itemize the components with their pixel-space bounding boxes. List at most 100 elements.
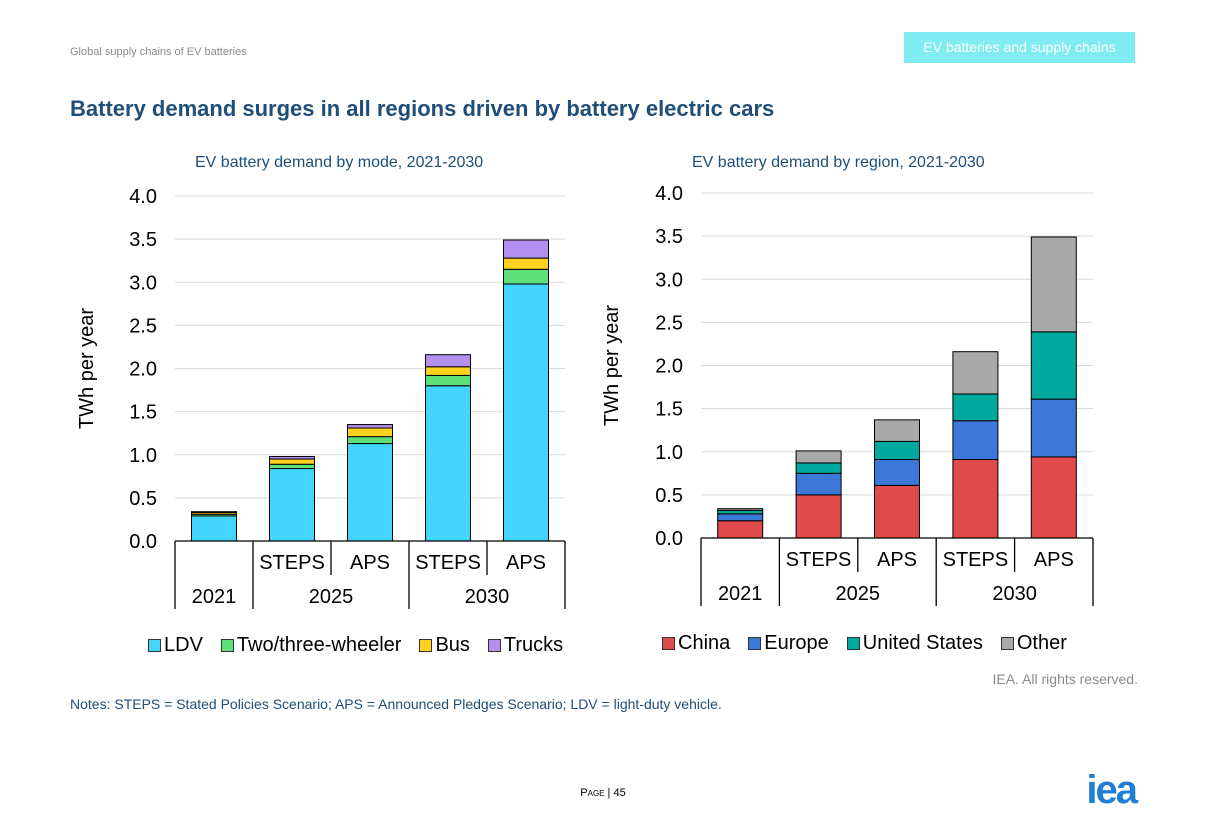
legend-label: United States	[862, 632, 983, 654]
bar-segment-two-three-wheeler	[425, 374, 471, 387]
y-axis-label: TWh per year	[76, 308, 98, 429]
bar-segment-bus	[503, 257, 549, 270]
bar-segment-trucks	[425, 354, 471, 368]
bar-segment-europe	[874, 459, 920, 486]
y-tick-label: 2.5	[655, 312, 683, 334]
iea-logo[interactable]: iea	[1086, 768, 1138, 812]
bar-segment-united-states	[952, 393, 999, 422]
page-number: Page | 45	[580, 787, 626, 799]
chart-title: EV battery demand by mode, 2021-2030	[195, 154, 483, 171]
x-category-label: STEPS	[943, 549, 1009, 571]
bar-segment-other	[1030, 236, 1077, 333]
page-title: Battery demand surges in all regions dri…	[70, 96, 775, 121]
rights-notice: IEA. All rights reserved.	[992, 671, 1138, 687]
legend-swatch	[487, 639, 501, 652]
bar-segment-united-states	[717, 509, 764, 515]
bar-segment-two-three-wheeler	[503, 268, 549, 285]
y-axis-label: TWh per year	[603, 305, 623, 426]
y-tick-label: 1.0	[655, 442, 683, 464]
x-category-label: APS	[1034, 549, 1074, 571]
y-tick-label: 3.0	[129, 272, 157, 294]
y-tick-label: 0.0	[655, 528, 683, 550]
legend-swatch	[419, 639, 433, 652]
legend-item: LDV	[148, 634, 203, 657]
notes: Notes: STEPS = Stated Policies Scenario;…	[70, 696, 722, 712]
bar-segment-europe	[1030, 398, 1077, 458]
bar-segment-china	[1030, 456, 1077, 539]
bar-segment-other	[874, 419, 920, 442]
x-category-label: APS	[877, 549, 917, 571]
legend-swatch	[748, 637, 762, 650]
bar-segment-trucks	[503, 239, 549, 259]
x-category-label: STEPS	[415, 552, 481, 574]
legend-label: Europe	[764, 632, 829, 654]
bar-segment-other	[717, 508, 764, 511]
legend-item: Other	[1000, 632, 1067, 655]
legend-label: Two/three-wheeler	[236, 634, 402, 656]
y-tick-label: 3.0	[655, 269, 683, 291]
bar-segment-ldv	[425, 385, 471, 542]
bar-segment-two-three-wheeler	[347, 436, 393, 445]
x-group-label: 2030	[465, 586, 510, 608]
x-category-label: STEPS	[786, 549, 852, 571]
chart-title: EV battery demand by region, 2021-2030	[692, 154, 985, 171]
bar-segment-china	[952, 459, 999, 539]
legend-swatch	[1000, 637, 1014, 650]
bar-segment-china	[795, 494, 842, 539]
legend-label: China	[678, 632, 731, 654]
bar-segment-ldv	[269, 468, 315, 542]
legend-swatch	[846, 637, 860, 650]
bar-segment-united-states	[1030, 331, 1077, 400]
legend-by-region: China Europe United States Other	[662, 632, 1085, 655]
y-tick-label: 2.5	[129, 315, 157, 337]
chart-by-mode: EV battery demand by mode, 2021-2030 TWh …	[76, 154, 566, 609]
bar-segment-ldv	[347, 443, 393, 542]
bar-segment-ldv	[503, 283, 549, 542]
bar-segment-bus	[347, 427, 393, 438]
bar-segment-bus	[269, 458, 315, 465]
y-tick-label: 4.0	[129, 186, 157, 208]
bar-segment-bus	[425, 366, 471, 376]
x-category-label: APS	[350, 552, 390, 574]
page-number-value: 45	[613, 787, 626, 799]
legend-swatch	[220, 639, 234, 652]
legend-item: China	[662, 632, 730, 655]
bar-segment-europe	[717, 513, 764, 522]
x-group-label: 2025	[309, 586, 354, 608]
y-tick-label: 0.0	[129, 531, 157, 553]
x-group-label: 2025	[836, 583, 881, 605]
x-group-label: 2021	[192, 586, 237, 608]
legend-label: Other	[1016, 632, 1067, 654]
section-badge[interactable]: EV batteries and supply chains	[904, 32, 1135, 63]
legend-label: LDV	[164, 634, 203, 656]
x-group-label: 2021	[718, 583, 763, 605]
y-tick-label: 2.0	[129, 359, 157, 381]
bar-segment-united-states	[795, 462, 842, 474]
y-tick-label: 1.5	[655, 399, 683, 421]
bar-segment-trucks	[269, 455, 315, 460]
y-tick-label: 1.0	[129, 445, 157, 467]
legend-swatch	[148, 639, 161, 652]
bar-segment-china	[874, 484, 920, 539]
y-tick-label: 3.5	[129, 229, 157, 251]
y-tick-label: 2.0	[655, 356, 683, 378]
bar-segment-europe	[795, 472, 842, 496]
y-tick-label: 0.5	[129, 488, 157, 510]
bar-segment-other	[795, 450, 842, 464]
x-group-label: 2030	[992, 583, 1037, 605]
legend-label: Bus	[435, 634, 470, 656]
y-tick-label: 4.0	[655, 183, 683, 205]
legend-item: Trucks	[487, 634, 563, 657]
bar-segment-europe	[952, 420, 999, 461]
section-label: Global supply chains of EV batteries	[70, 46, 247, 58]
bar-segment-united-states	[874, 440, 920, 461]
legend-item: Europe	[748, 632, 829, 655]
legend-swatch	[662, 637, 675, 650]
bar-segment-two-three-wheeler	[269, 463, 315, 470]
x-category-label: STEPS	[259, 552, 325, 574]
bar-segment-trucks	[191, 511, 237, 514]
legend-item: Bus	[419, 634, 470, 657]
y-tick-label: 0.5	[655, 485, 683, 507]
chart-by-region: EV battery demand by region, 2021-2030 TW…	[603, 154, 1094, 606]
bar-segment-ldv	[191, 515, 237, 542]
